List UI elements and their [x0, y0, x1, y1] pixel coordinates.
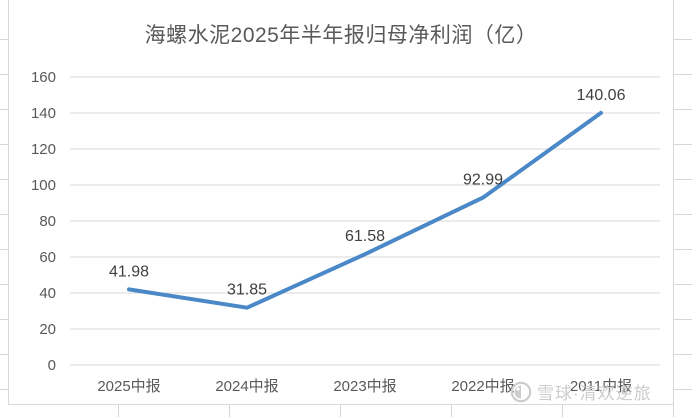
data-label: 31.85: [227, 282, 267, 299]
series-line: [127, 110, 603, 310]
y-tick-label: 60: [39, 249, 56, 266]
data-label: 41.98: [109, 263, 149, 280]
data-label: 61.58: [345, 228, 385, 245]
y-tick-label: 0: [48, 357, 56, 374]
y-tick-label: 100: [31, 177, 56, 194]
watermark-text: 雪球·清欢逆旅: [537, 384, 652, 403]
data-label: 92.99: [463, 172, 503, 189]
x-axis-label: 2011中报: [570, 378, 632, 395]
chart-title: 海螺水泥2025年半年报归母净利润（亿）: [144, 24, 538, 47]
data-label: 140.06: [577, 87, 626, 104]
y-tick-label: 160: [31, 69, 56, 86]
x-axis-label: 2025中报: [97, 378, 160, 395]
y-tick-label: 20: [39, 321, 56, 338]
y-tick-label: 40: [39, 285, 56, 302]
y-tick-label: 140: [31, 105, 56, 122]
xueqiu-snowball-icon: [510, 381, 532, 403]
x-axis-label: 2024中报: [215, 378, 278, 395]
x-axis-label: 2022中报: [451, 378, 514, 395]
y-tick-label: 80: [39, 213, 56, 230]
x-axis-label: 2023中报: [333, 378, 396, 395]
watermark: 雪球·清欢逆旅: [510, 379, 652, 404]
chart-object[interactable]: 海螺水泥2025年半年报归母净利润（亿）: [8, 0, 674, 405]
y-tick-label: 120: [31, 141, 56, 158]
